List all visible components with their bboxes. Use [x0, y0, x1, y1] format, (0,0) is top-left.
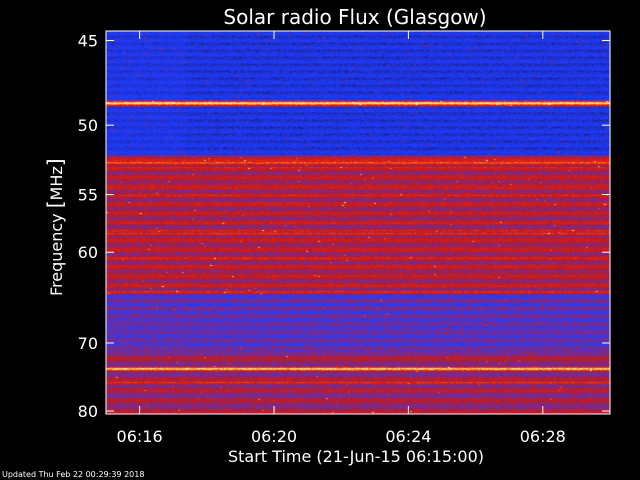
y-axis-label: Frequency [MHz] [43, 158, 67, 296]
y-axis-label-bracket-open: [ [43, 200, 67, 208]
y-axis-label-bracket-close: ] [43, 158, 67, 166]
y-tick-label: 55 [78, 186, 98, 205]
y-tick-label: 70 [78, 334, 98, 353]
updated-timestamp: Updated Thu Feb 22 00:29:39 2018 [2, 470, 144, 479]
y-axis-ticks: 45 50 55 60 70 80 [78, 32, 610, 421]
x-tick-label: 06:28 [520, 427, 566, 446]
plot-frame [105, 30, 611, 415]
y-axis-label-word: Frequency [47, 208, 66, 296]
x-tick-label: 06:16 [117, 427, 163, 446]
y-tick-label: 45 [78, 32, 98, 51]
y-tick-label: 50 [78, 116, 98, 135]
heatmap-raster [106, 31, 610, 414]
x-axis-label: Start Time (21-Jun-15 06:15:00) [228, 447, 484, 466]
x-tick-label: 06:20 [251, 427, 297, 446]
y-tick-label: 80 [78, 402, 98, 421]
x-axis-ticks: 06:16 06:20 06:24 06:28 [117, 31, 566, 446]
x-tick-label: 06:24 [385, 427, 431, 446]
chart-title: Solar radio Flux (Glasgow) [223, 5, 486, 29]
y-tick-label: 60 [78, 243, 98, 262]
heatmap-plot-area [106, 31, 610, 414]
y-axis-label-unit: MHz [47, 166, 66, 200]
